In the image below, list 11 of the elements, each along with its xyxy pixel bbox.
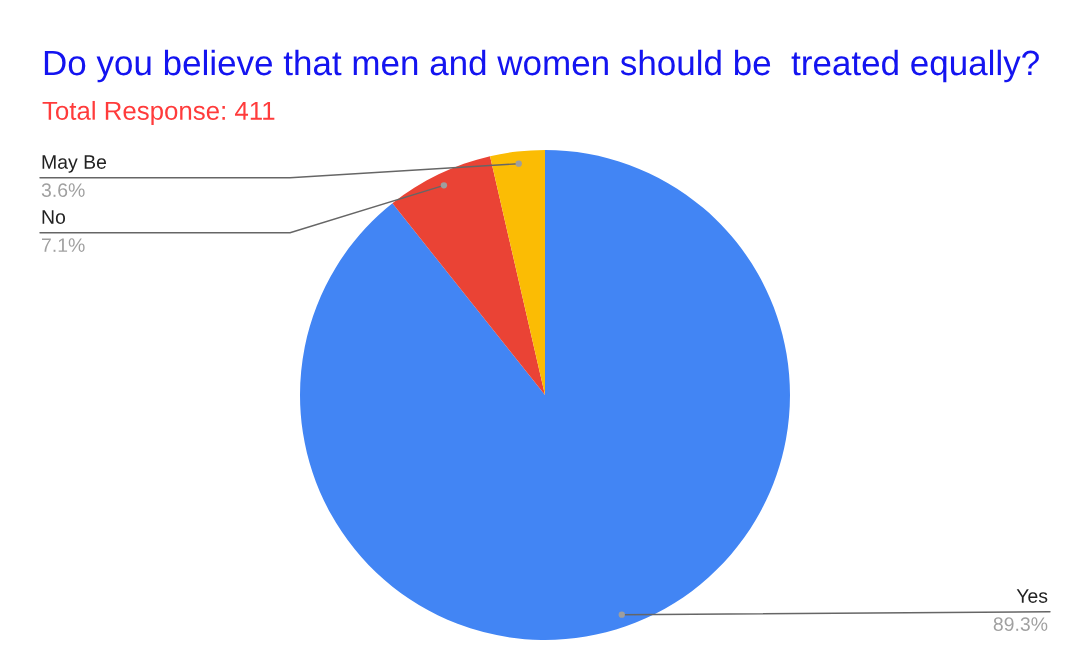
chart-subtitle: Total Response: 411 bbox=[42, 100, 275, 126]
slice-label: No bbox=[42, 210, 66, 224]
data-label: 3.6% bbox=[41, 183, 85, 198]
slice-label: Yes bbox=[1016, 589, 1048, 603]
data-label: 89.3% bbox=[993, 617, 1048, 632]
chart-title: Do you believe that men and women should be treated equally? bbox=[44, 49, 1039, 83]
slice-label: May Be bbox=[42, 155, 107, 173]
pie-slice bbox=[300, 150, 790, 640]
data-label: 7.1% bbox=[42, 238, 85, 252]
pie-slice bbox=[490, 150, 545, 395]
pie-slice bbox=[392, 156, 545, 395]
